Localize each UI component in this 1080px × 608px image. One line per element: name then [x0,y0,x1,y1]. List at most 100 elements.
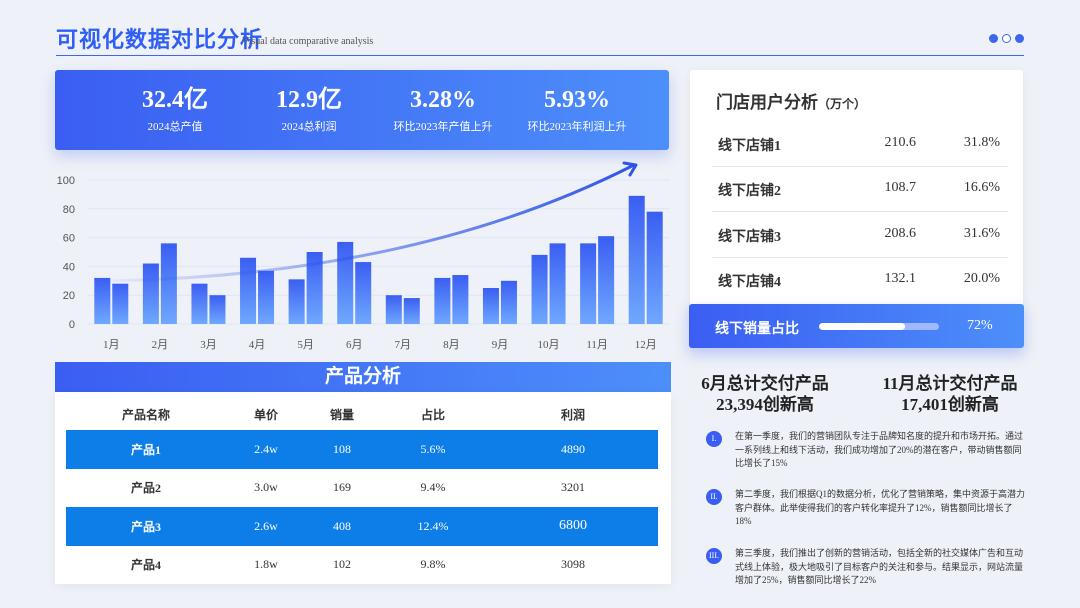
offline-sales-share: 线下销量占比 72% [689,304,1024,348]
bar-6月-系列1 [337,241,354,324]
decor-dot-3 [1015,34,1024,43]
store-row: 线下店铺3 208.6 31.6% [712,212,1008,258]
table-cell: 3201 [561,480,585,495]
table-cell: 108 [306,430,378,469]
y-tick-label: 60 [63,233,75,245]
trend-arrow-line [111,163,635,283]
stat-label: 2024总产值 [147,121,203,133]
bar-12月-系列1 [628,195,645,324]
stat-label: 2024总利润 [281,121,337,133]
share-label: 线下销量占比 [715,322,799,337]
bar-1月-系列2 [112,283,129,324]
col-header: 占比 [420,407,445,422]
table-cell: 12.4% [378,507,488,546]
note-number-badge: III. [706,548,722,564]
decor-dot-2 [1002,34,1011,43]
bar-7月-系列2 [403,298,420,324]
stats-banner: 32.4亿 2024总产值 12.9亿 2024总利润 3.28% 环比2023… [55,70,669,150]
table-cell: 102 [333,557,351,572]
table-cell: 5.6% [378,430,488,469]
highlight-june: 6月总计交付产品 23,394创新高 [690,373,840,415]
y-tick-label: 20 [63,290,75,302]
bar-7月-系列1 [385,295,402,324]
share-progress-track [819,323,939,330]
product-table-card: 产品名称 单价 销量 占比 利润 产品1 2.4w 108 5.6% 4890 … [55,392,671,584]
bar-2月-系列2 [160,243,177,324]
table-row: 产品2 3.0w 169 9.4% 3201 [66,469,658,508]
page-title: 可视化数据对比分析 [56,27,264,52]
x-tick-label: 2月 [152,339,169,351]
table-cell: 3.0w [254,480,278,495]
title-divider [56,55,1024,56]
bar-5月-系列2 [306,252,323,324]
store-amount: 132.1 [884,271,917,286]
x-tick-label: 11月 [586,339,608,351]
product-table: 产品名称 单价 销量 占比 利润 产品1 2.4w 108 5.6% 4890 … [66,398,658,584]
stat-value: 5.93% [544,87,610,113]
x-tick-label: 10月 [538,339,560,351]
table-cell: 169 [333,480,351,495]
store-unit: （万个） [818,97,867,111]
y-tick-label: 80 [63,204,75,216]
store-amount: 108.7 [884,180,917,195]
table-cell: 2.6w [226,507,306,546]
share-value: 72% [967,318,993,333]
store-row: 线下店铺2 108.7 16.6% [712,166,1008,212]
stat-output-growth: 3.28% 环比2023年产值上升 [373,86,513,134]
col-header: 产品名称 [121,407,170,422]
table-cell: 1.8w [254,557,278,572]
store-row: 线下店铺1 210.6 31.8% [712,121,1008,167]
bar-9月-系列1 [482,288,499,324]
note-number-badge: II. [706,489,722,505]
note-number-badge: I. [706,431,722,447]
stat-profit-growth: 5.93% 环比2023年利润上升 [507,86,647,134]
table-cell: 4890 [488,430,658,469]
bar-12月-系列2 [646,211,663,324]
table-row: 产品1 2.4w 108 5.6% 4890 [66,430,658,469]
monthly-bar-chart: 0 20 40 60 80 100 1月 2月 3月 4月 5月 6月 7月 8月 9月 10月 11月 12月 [57,161,670,351]
bar-11月-系列2 [598,236,615,324]
share-progress-fill [819,323,906,330]
x-tick-label: 4月 [249,339,266,351]
bar-10月-系列2 [549,243,566,324]
store-amount: 210.6 [884,135,917,150]
store-name: 线下店铺2 [718,184,781,199]
highlight-line: 17,401创新高 [901,395,999,414]
table-cell: 3098 [561,557,585,572]
store-percent: 31.6% [963,226,1000,241]
table-cell: 6800 [488,507,658,546]
bar-5月-系列1 [288,279,305,324]
table-cell: 产品4 [130,558,161,573]
store-name: 线下店铺1 [718,139,781,154]
x-tick-label: 8月 [443,339,460,351]
bar-6月-系列2 [355,262,372,324]
y-tick-label: 0 [69,319,75,331]
x-tick-label: 1月 [103,339,120,351]
bar-3月-系列2 [209,295,226,324]
store-row: 线下店铺4 132.1 20.0% [712,257,1008,302]
table-row: 产品4 1.8w 102 9.8% 3098 [66,546,658,585]
highlight-line: 6月总计交付产品 [701,374,829,393]
col-header: 单价 [253,407,278,422]
y-tick-label: 100 [57,175,75,187]
trend-arrow-head-icon [622,161,638,177]
x-tick-label: 5月 [297,339,314,351]
note-text: 在第一季度，我们的营销团队专注于品牌知名度的提升和市场开拓。通过一系列线上和线下… [735,431,1024,468]
store-analysis-card [690,70,1023,320]
table-cell: 9.8% [420,557,446,572]
bar-4月-系列1 [240,257,257,324]
product-analysis-title: 产品分析 [55,362,671,392]
stat-value: 12.9亿 [276,87,342,113]
bar-2月-系列1 [142,263,159,324]
table-cell: 产品1 [66,430,226,469]
note-text: 第三季度，我们推出了创新的营销活动，包括全新的社交媒体广告和互动式线上体验，极大… [735,548,1024,585]
table-cell: 2.4w [226,430,306,469]
store-title-text: 门店用户分析 [716,93,818,112]
bar-11月-系列1 [580,243,597,324]
table-cell: 9.4% [420,480,446,495]
store-name: 线下店铺4 [718,275,781,290]
note-text: 第二季度，我们根据Q1的数据分析，优化了营销策略，集中资源于高潜力客户群体。此举… [735,489,1026,526]
table-cell: 408 [306,507,378,546]
table-cell: 产品2 [130,481,161,496]
bar-4月-系列2 [258,270,275,324]
